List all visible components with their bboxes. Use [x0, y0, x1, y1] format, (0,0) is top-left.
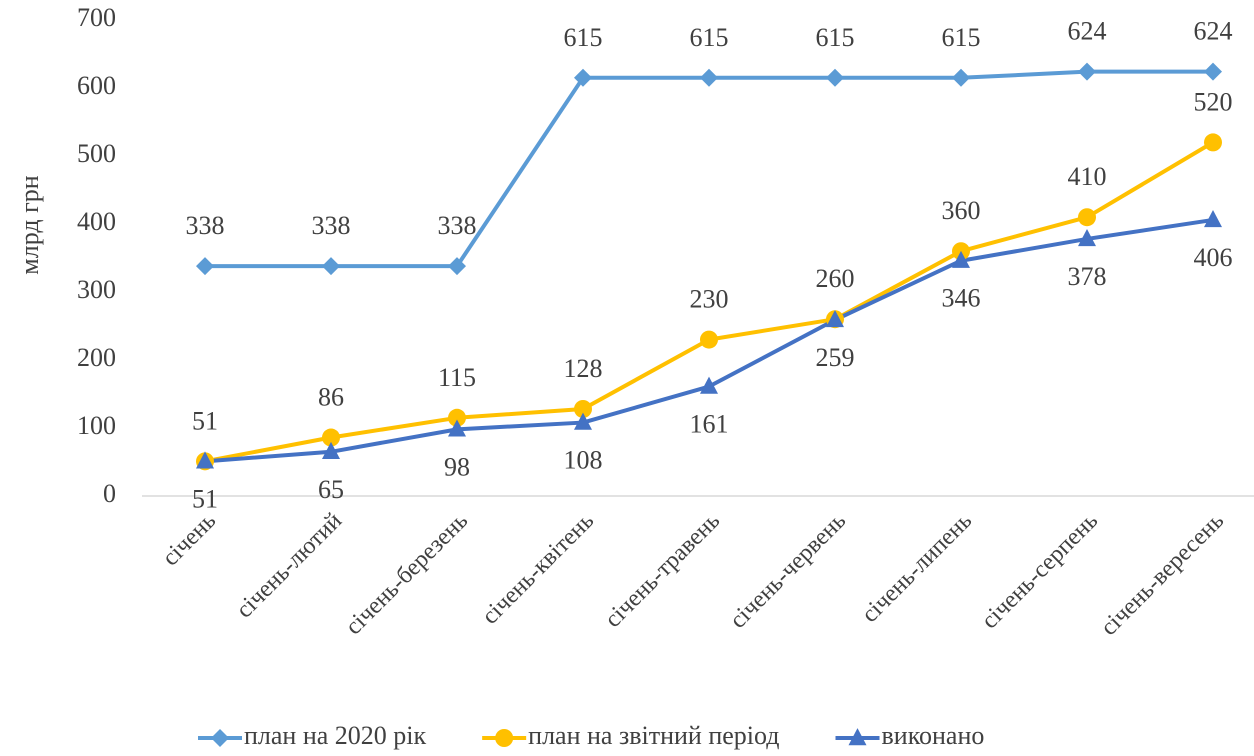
y-tick-label: 500 — [77, 139, 116, 168]
y-tick-label: 700 — [77, 3, 116, 32]
x-tick-label: січень-липень — [857, 508, 977, 628]
x-tick-label: січень — [158, 508, 222, 572]
marker — [322, 428, 340, 447]
marker — [322, 257, 340, 276]
data-label: 410 — [1068, 162, 1107, 191]
y-axis-title: млрд грн — [15, 175, 44, 274]
data-label: 128 — [564, 354, 603, 383]
marker — [322, 441, 340, 459]
data-label: 346 — [942, 284, 981, 313]
marker — [574, 68, 592, 87]
data-label: 338 — [186, 211, 225, 240]
data-label: 360 — [942, 196, 981, 225]
legend-label: виконано — [882, 721, 985, 750]
series-line — [205, 69, 1213, 269]
data-label: 51 — [192, 484, 218, 513]
y-tick-label: 100 — [77, 411, 116, 440]
x-tick-label: січень-червень — [725, 508, 851, 634]
marker — [1204, 210, 1222, 228]
data-label: 406 — [1194, 243, 1233, 272]
data-label: 115 — [438, 363, 476, 392]
data-label: 259 — [816, 343, 855, 372]
x-tick-label: січень-квітень — [477, 508, 599, 630]
data-label: 624 — [1068, 17, 1107, 46]
x-tick-label: січень-травень — [600, 508, 725, 633]
data-label: 86 — [318, 382, 344, 411]
marker — [1204, 133, 1222, 152]
marker — [700, 68, 718, 87]
marker — [196, 451, 214, 469]
legend-marker — [495, 729, 514, 747]
x-tick-label: січень-вересень — [1096, 508, 1229, 641]
data-label: 338 — [312, 211, 351, 240]
marker — [826, 68, 844, 87]
legend-label: план на звітний період — [528, 721, 779, 750]
marker — [700, 330, 718, 349]
y-tick-label: 300 — [77, 275, 116, 304]
x-tick-label: січень-серпень — [977, 508, 1103, 634]
marker — [574, 412, 592, 430]
data-label: 615 — [690, 23, 729, 52]
data-label: 51 — [192, 406, 218, 435]
x-tick-label: січень-лютий — [231, 508, 347, 624]
x-tick-label: січень-березень — [341, 508, 473, 640]
legend-label: план на 2020 рік — [244, 721, 427, 750]
marker — [1078, 229, 1096, 247]
legend-marker — [211, 729, 229, 747]
legend: план на 2020 рік план на звітний період ви… — [198, 721, 984, 750]
y-tick-label: 0 — [103, 479, 116, 508]
marker — [952, 250, 970, 268]
data-label: 98 — [444, 452, 470, 481]
marker — [826, 309, 844, 328]
data-label: 108 — [564, 446, 603, 475]
data-label: 260 — [816, 264, 855, 293]
data-label: 520 — [1194, 87, 1233, 116]
data-label: 378 — [1068, 262, 1107, 291]
y-tick-label: 600 — [77, 71, 116, 100]
marker — [1078, 208, 1096, 227]
marker — [1204, 62, 1222, 81]
data-label: 615 — [564, 23, 603, 52]
marker — [700, 376, 718, 394]
marker — [448, 419, 466, 437]
marker — [1078, 62, 1096, 81]
marker — [574, 399, 592, 418]
y-tick-label: 400 — [77, 207, 116, 236]
marker — [448, 408, 466, 427]
legend-marker — [848, 728, 867, 746]
data-label: 624 — [1194, 17, 1233, 46]
data-label: 615 — [816, 23, 855, 52]
data-label: 338 — [438, 211, 477, 240]
data-label: 230 — [690, 285, 729, 314]
data-label: 65 — [318, 475, 344, 504]
data-label: 615 — [942, 23, 981, 52]
data-label: 161 — [690, 409, 729, 438]
marker — [448, 257, 466, 276]
marker — [196, 257, 214, 276]
marker — [952, 68, 970, 87]
y-tick-label: 200 — [77, 343, 116, 372]
